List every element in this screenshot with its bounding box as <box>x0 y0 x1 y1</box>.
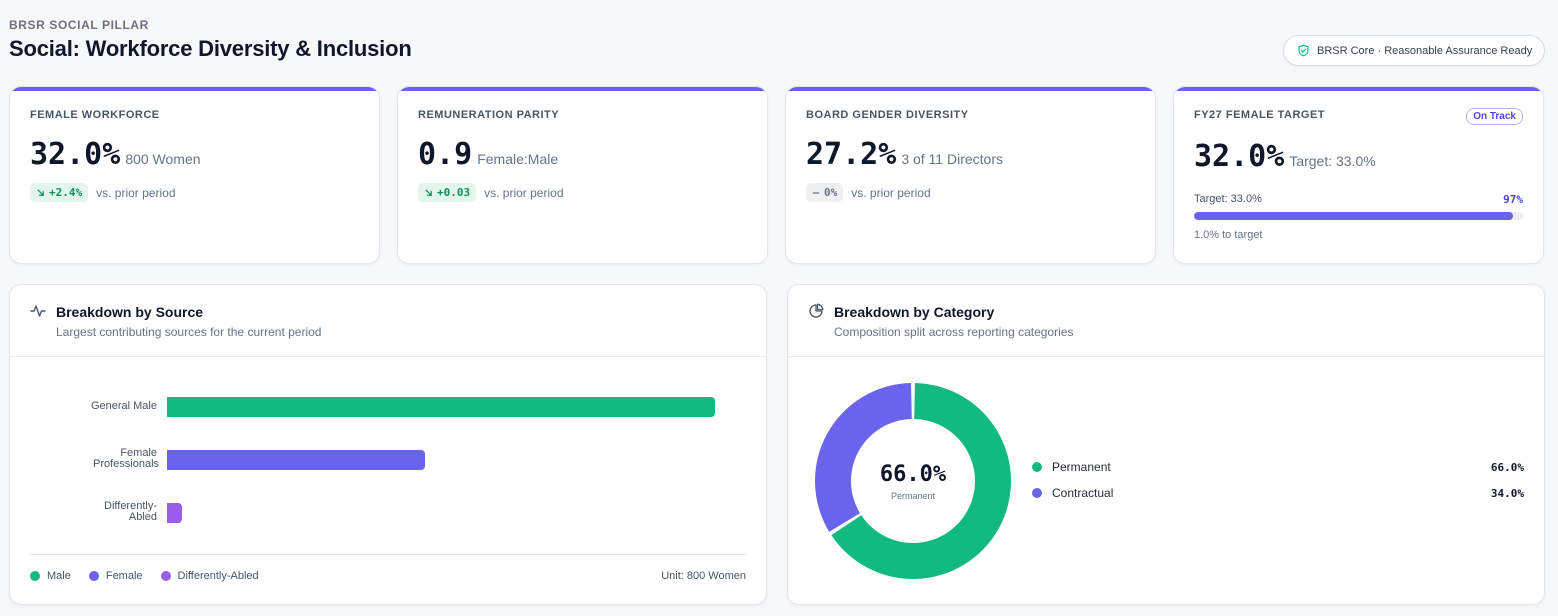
page-eyebrow: BRSR SOCIAL PILLAR <box>9 18 149 32</box>
arrow-down-right-icon <box>37 189 44 196</box>
delta-value: +0.03 <box>437 186 471 199</box>
kpi-value: 32.0% <box>1194 139 1285 174</box>
kpi-card-board-gender-diversity[interactable]: BOARD GENDER DIVERSITY 27.2% 3 of 11 Dir… <box>785 86 1156 264</box>
page-title: Social: Workforce Diversity & Inclusion <box>9 36 412 61</box>
unit-note: Unit: 800 Women <box>661 570 746 582</box>
donut-center: 66.0% Permanent <box>814 382 1012 580</box>
category-label: Permanent <box>1052 460 1111 474</box>
delta-badge: +2.4% <box>30 183 89 202</box>
kpi-label: FEMALE WORKFORCE <box>30 109 160 121</box>
delta-value: 0% <box>824 186 838 199</box>
panel-subtitle: Largest contributing sources for the cur… <box>56 325 322 339</box>
legend-item-female[interactable]: Female <box>88 570 143 582</box>
panel-header: Breakdown by Source Largest contributing… <box>10 285 766 357</box>
dash-icon <box>812 191 820 194</box>
kpi-value: 0.9 <box>418 137 473 172</box>
legend-dot <box>1032 462 1042 472</box>
category-donut-chart: 66.0% Permanent <box>814 382 1012 580</box>
pie-chart-icon <box>809 303 824 318</box>
bar-label: Female Professionals <box>93 447 160 470</box>
kpi-label: FY27 FEMALE TARGET <box>1194 109 1326 121</box>
legend-dot <box>160 571 171 581</box>
kpi-card-female-workforce[interactable]: FEMALE WORKFORCE 32.0% 800 Women +2.4% v… <box>9 86 380 264</box>
chart-legend: Male Female Differently-Abled <box>30 570 259 582</box>
legend-label: Female <box>105 570 143 582</box>
category-value: 66.0% <box>1490 460 1524 474</box>
kpi-label: REMUNERATION PARITY <box>418 109 560 121</box>
bar-label: Differently-Abled <box>104 500 157 523</box>
legend-item-differently-abled[interactable]: Differently-Abled <box>160 570 259 582</box>
status-badge: On Track <box>1466 108 1523 125</box>
target-label: Target: 33.0% <box>1194 193 1262 205</box>
kpi-subtext: 800 Women <box>125 151 201 167</box>
progress-percent: 97% <box>1503 193 1523 206</box>
arrow-down-right-icon <box>425 189 432 196</box>
assurance-label: BRSR Core · Reasonable Assurance Ready <box>1317 44 1533 57</box>
legend-label: Differently-Abled <box>177 570 259 582</box>
bar-label: General Male <box>90 400 157 412</box>
progress-bar <box>1194 212 1523 220</box>
category-value: 34.0% <box>1490 486 1524 500</box>
category-label: Contractual <box>1052 486 1114 500</box>
bar-general-male[interactable] <box>167 397 715 417</box>
panel-title: Breakdown by Category <box>834 304 995 320</box>
panel-header: Breakdown by Category Composition split … <box>788 285 1544 357</box>
kpi-subtext: 3 of 11 Directors <box>901 151 1003 167</box>
kpi-subtext: Target: 33.0% <box>1289 153 1376 169</box>
breakdown-by-category-panel: Breakdown by Category Composition split … <box>787 284 1545 605</box>
delta-note: vs. prior period <box>851 185 931 200</box>
category-row-permanent[interactable]: Permanent 66.0% <box>1032 459 1524 475</box>
chart-baseline <box>30 554 746 555</box>
shield-check-icon <box>1298 44 1309 57</box>
legend-label: Male <box>47 570 71 582</box>
panel-subtitle: Composition split across reporting categ… <box>834 325 1074 339</box>
panel-title: Breakdown by Source <box>56 304 204 320</box>
progress-fill <box>1194 212 1514 220</box>
kpi-card-remuneration-parity[interactable]: REMUNERATION PARITY 0.9 Female:Male +0.0… <box>397 86 768 264</box>
legend-dot <box>88 571 99 581</box>
kpi-card-fy27-female-target[interactable]: FY27 FEMALE TARGET On Track 32.0% Target… <box>1173 86 1544 264</box>
delta-note: vs. prior period <box>96 185 176 200</box>
kpi-value: 27.2% <box>806 137 897 172</box>
legend-dot <box>1032 488 1042 498</box>
assurance-badge[interactable]: BRSR Core · Reasonable Assurance Ready <box>1283 35 1545 66</box>
kpi-label: BOARD GENDER DIVERSITY <box>806 109 969 121</box>
donut-slice-permanent[interactable] <box>831 383 1011 579</box>
donut-slice-contractual[interactable] <box>815 383 912 532</box>
legend-dot <box>30 571 40 581</box>
donut-svg <box>815 383 1011 579</box>
delta-badge: +0.03 <box>418 183 477 202</box>
category-row-contractual[interactable]: Contractual 34.0% <box>1032 485 1524 501</box>
donut-center-label: Permanent <box>890 490 936 501</box>
to-target-note: 1.0% to target <box>1194 229 1263 241</box>
delta-note: vs. prior period <box>484 185 564 200</box>
breakdown-by-source-panel: Breakdown by Source Largest contributing… <box>9 284 767 605</box>
kpi-subtext: Female:Male <box>477 151 559 167</box>
legend-item-male[interactable]: Male <box>30 570 71 582</box>
kpi-value: 32.0% <box>30 137 121 172</box>
activity-icon <box>30 305 46 317</box>
delta-badge: 0% <box>806 183 844 202</box>
bar-female-professionals[interactable] <box>167 450 425 470</box>
bar-differently-abled[interactable] <box>167 503 182 523</box>
delta-value: +2.4% <box>49 186 83 199</box>
donut-center-value: 66.0% <box>879 461 947 487</box>
